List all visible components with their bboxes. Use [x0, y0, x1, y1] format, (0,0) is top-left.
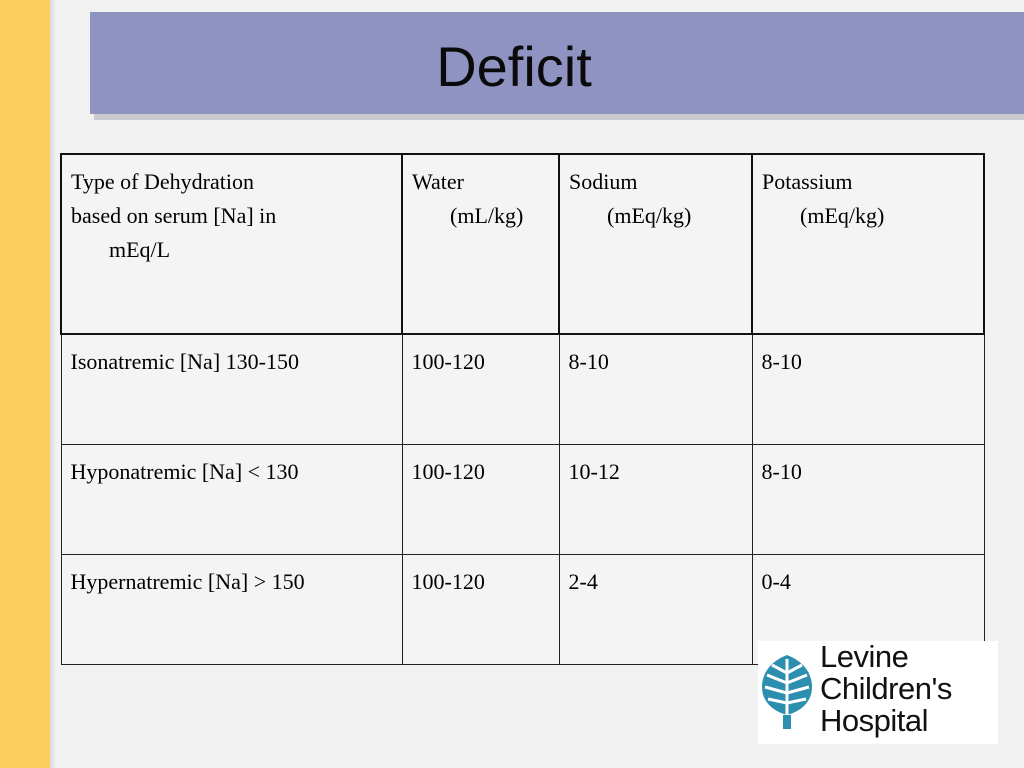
header-text: mEq/L [109, 237, 171, 262]
header-text: based on serum [Na] in [71, 203, 277, 228]
header-text: (mEq/kg) [607, 203, 692, 228]
table-row: Isonatremic [Na] 130-150 100-120 8-10 8-… [60, 333, 985, 445]
table-cell: 8-10 [751, 333, 985, 445]
table-row: Hyponatremic [Na] < 130 100-120 10-12 8-… [60, 444, 985, 555]
table-header-row: Type of Dehydration based on serum [Na] … [60, 153, 985, 335]
logo-line-levine: Levine [820, 639, 909, 674]
header-text: Type of Dehydration [71, 169, 254, 194]
slide-title: Deficit [436, 35, 592, 98]
header-potassium: Potassium (mEq/kg) [751, 153, 985, 335]
table-cell: Isonatremic [Na] 130-150 [60, 333, 403, 445]
header-text: Potassium [762, 169, 853, 194]
header-text: Sodium [569, 169, 638, 194]
logo-wordmark: Levine Children's Hospital [820, 641, 952, 737]
deficit-table: Type of Dehydration based on serum [Na] … [60, 153, 985, 665]
table-cell: 100-120 [401, 333, 560, 445]
left-accent-bar [0, 0, 50, 768]
table-cell: 10-12 [558, 444, 753, 555]
header-text: Water [412, 169, 464, 194]
table-cell: 2-4 [558, 554, 753, 665]
hospital-logo: Levine Children's Hospital [758, 641, 998, 744]
title-band [90, 12, 1024, 114]
header-dehydration-type: Type of Dehydration based on serum [Na] … [60, 153, 403, 335]
table-cell: 100-120 [401, 444, 560, 555]
table-cell: 100-120 [401, 554, 560, 665]
header-text: (mL/kg) [450, 203, 524, 228]
logo-line-hospital: Hospital [820, 703, 928, 738]
table-cell: 8-10 [751, 444, 985, 555]
table-cell: Hypernatremic [Na] > 150 [60, 554, 403, 665]
header-sodium: Sodium (mEq/kg) [558, 153, 753, 335]
logo-line-childrens: Children's [820, 671, 952, 706]
table-cell: 8-10 [558, 333, 753, 445]
table-cell: Hyponatremic [Na] < 130 [60, 444, 403, 555]
header-water: Water (mL/kg) [401, 153, 560, 335]
header-text: (mEq/kg) [800, 203, 885, 228]
tree-leaf-icon [762, 655, 812, 729]
left-bar-shadow [50, 0, 56, 768]
